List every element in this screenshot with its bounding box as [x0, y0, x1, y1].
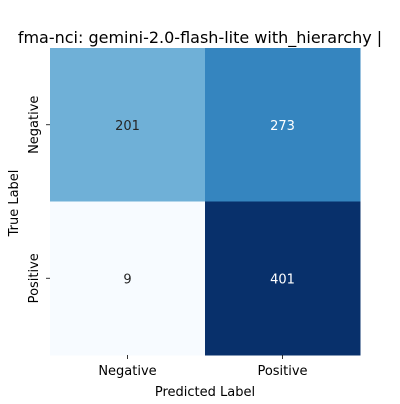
x-tick-label-0: Negative	[98, 364, 156, 379]
heatmap-cell-1-1	[205, 201, 361, 356]
chart-title: fma-nci: gemini-2.0-flash-lite with_hier…	[18, 28, 382, 48]
heatmap-cell-0-0	[50, 48, 206, 202]
y-tick-label-0: Negative	[27, 96, 42, 154]
axis-ticks: Negative Positive Negative Positive	[27, 96, 308, 379]
heatmap-cell-1-0	[50, 201, 206, 356]
cell-value-label-0-0: 201	[115, 119, 140, 134]
y-tick-label-1: Positive	[27, 253, 42, 303]
cell-value-label-1-0: 9	[123, 272, 131, 287]
heatmap-cells: 201 273 9 401	[50, 48, 361, 356]
x-tick-label-1: Positive	[257, 364, 307, 379]
y-axis-label: True Label	[7, 170, 22, 238]
x-axis-label: Predicted Label	[155, 385, 255, 400]
heatmap-cell-0-1	[205, 48, 361, 202]
cell-value-label-1-1: 401	[270, 272, 295, 287]
cell-value-label-0-1: 273	[270, 119, 295, 134]
